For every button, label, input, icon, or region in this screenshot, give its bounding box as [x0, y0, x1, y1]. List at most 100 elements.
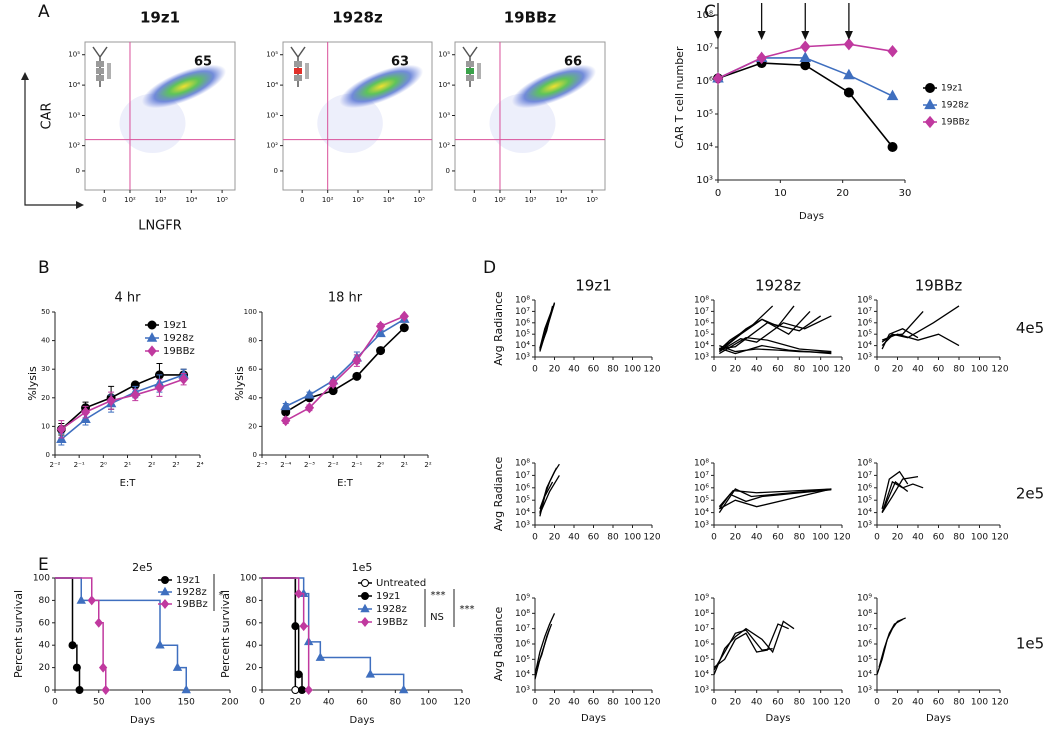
x-tick-label: 20 — [549, 365, 561, 375]
y-tick-label: 10⁸ — [694, 609, 709, 619]
x-tick-label: 40 — [323, 698, 335, 708]
y-tick-label: 10⁸ — [696, 10, 713, 21]
axis-line — [876, 463, 1000, 526]
x-tick-label: 40 — [568, 533, 580, 543]
series-line — [718, 336, 832, 355]
y-tick-label: 10⁵ — [515, 330, 530, 340]
arrow-head — [844, 31, 853, 40]
car-icon — [96, 61, 104, 67]
x-tick-label: 60 — [588, 365, 600, 375]
marker — [294, 670, 303, 679]
y-tick-label: 10⁶ — [694, 318, 709, 328]
x-tick-label: 10⁴ — [555, 196, 567, 204]
axis-line — [717, 15, 905, 181]
y-tick-label: 10⁵ — [694, 330, 709, 340]
series-line — [881, 328, 919, 350]
marker — [178, 373, 189, 385]
chart-title: 1e5 — [352, 561, 373, 574]
chart-title: 1928z — [332, 9, 383, 27]
y-tick-label: 10⁶ — [857, 318, 872, 328]
marker — [291, 622, 300, 631]
marker — [80, 413, 91, 423]
x-tick-label: 0 — [52, 698, 58, 708]
x-tick-label: 100 — [624, 698, 641, 708]
car-icon — [466, 68, 474, 74]
marker — [181, 684, 191, 694]
x-axis-label: Days — [766, 713, 791, 724]
y-tick-label: 20 — [39, 663, 51, 673]
density-cloud — [511, 64, 597, 109]
y-tick-label: 10⁴ — [694, 670, 709, 680]
x-axis-label: LNGFR — [138, 219, 182, 234]
x-tick-label: 20 — [892, 698, 904, 708]
car-icon — [294, 61, 302, 67]
y-axis-label: Percent survival — [219, 590, 232, 678]
series-line — [881, 305, 960, 343]
x-tick-label: 100 — [624, 533, 641, 543]
y-tick-label: 10⁴ — [857, 341, 872, 351]
y-tick-label: 10⁴ — [694, 341, 709, 351]
y-tick-label: 100 — [33, 574, 50, 584]
x-tick-label: 80 — [794, 365, 806, 375]
axis-line — [534, 598, 652, 691]
car-icon — [305, 63, 309, 79]
x-axis-label: Days — [130, 715, 155, 726]
y-tick-label: 30 — [41, 365, 50, 373]
marker — [328, 377, 338, 390]
legend-marker — [361, 592, 369, 600]
panel-letter: A — [38, 2, 50, 22]
y-tick-label: 10⁸ — [694, 459, 709, 469]
x-tick-label: 50 — [93, 698, 105, 708]
y-tick-label: 10⁶ — [515, 318, 530, 328]
x-tick-label: 10² — [322, 196, 334, 204]
panel-letter: C — [704, 2, 716, 22]
series-line — [881, 475, 919, 513]
chart-title: 1928z — [755, 277, 801, 295]
x-tick-label: 100 — [812, 533, 829, 543]
x-tick-label: 10⁴ — [383, 196, 395, 204]
y-tick-label: 0 — [44, 686, 50, 696]
y-tick-label: 10⁹ — [857, 594, 872, 604]
y-tick-label: 10⁶ — [857, 640, 872, 650]
y-tick-label: 10³ — [68, 112, 80, 120]
x-tick-label: 0 — [259, 698, 265, 708]
y-tick-label: 10⁵ — [696, 109, 713, 120]
marker — [352, 371, 362, 381]
series-line — [285, 327, 405, 413]
y-tick-label: 60 — [39, 618, 51, 628]
x-tick-label: 60 — [588, 698, 600, 708]
x-tick-label: 80 — [794, 698, 806, 708]
x-tick-label: 100 — [971, 698, 988, 708]
marker — [68, 641, 77, 650]
x-tick-label: 0 — [532, 533, 538, 543]
marker — [106, 395, 116, 407]
x-tick-label: 20 — [730, 365, 742, 375]
y-tick-label: 10³ — [857, 686, 872, 696]
chart-title: 4 hr — [115, 291, 142, 306]
y-tick-label: 10⁸ — [515, 459, 530, 469]
x-tick-label: 2¹ — [401, 461, 408, 469]
y-tick-label: 10⁶ — [857, 483, 872, 493]
y-tick-label: 10⁸ — [515, 609, 530, 619]
legend-label: 19z1 — [941, 84, 963, 94]
x-tick-label: 80 — [607, 533, 619, 543]
marker — [291, 686, 300, 694]
marker — [398, 684, 409, 694]
legend-label: 19z1 — [176, 575, 200, 586]
y-tick-label: 10⁷ — [694, 624, 709, 634]
marker — [399, 323, 409, 333]
chart-title: 19BBz — [504, 9, 557, 27]
series-line — [285, 315, 405, 422]
y-tick-label: 10⁶ — [696, 76, 713, 87]
legend-label: 19z1 — [163, 320, 187, 331]
series-line — [536, 623, 553, 668]
x-tick-label: 10³ — [155, 196, 167, 204]
x-tick-label: 20 — [290, 698, 302, 708]
annotation: *** — [431, 590, 446, 601]
x-axis-label: Days — [350, 715, 375, 726]
marker — [799, 51, 812, 63]
x-tick-label: 80 — [794, 533, 806, 543]
arrow-head — [757, 31, 766, 40]
y-tick-label: 10³ — [694, 521, 709, 531]
